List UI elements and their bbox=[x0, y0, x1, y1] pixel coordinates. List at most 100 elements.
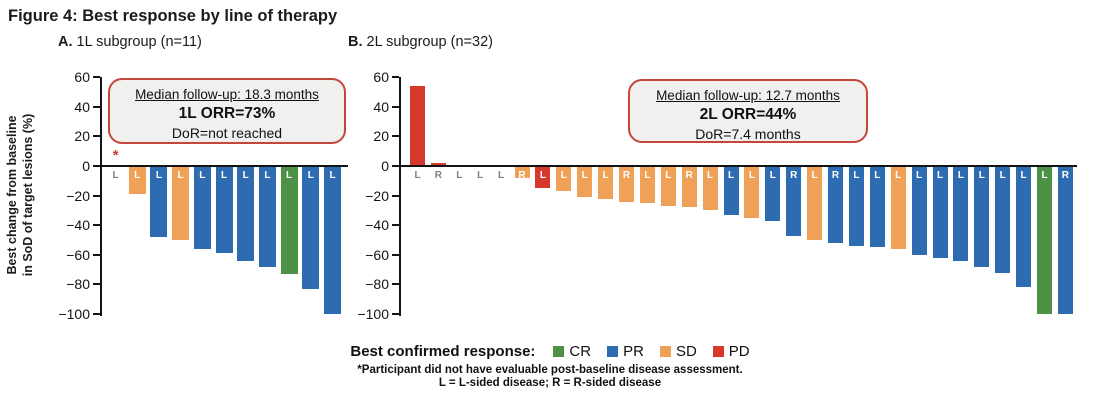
panel-subtitle: B. 2L subgroup (n=32) bbox=[348, 34, 493, 50]
y-tick-label: 20 bbox=[373, 128, 389, 145]
y-tick bbox=[392, 283, 399, 286]
legend-label: SD bbox=[675, 343, 697, 360]
legend-item-cr: CR bbox=[553, 343, 591, 360]
panel-subtitle-prefix: B. bbox=[348, 34, 363, 50]
bar-sd bbox=[807, 166, 823, 240]
y-tick-label: 60 bbox=[373, 69, 389, 86]
bar-sd bbox=[660, 166, 676, 206]
figure-title: Figure 4: Best response by line of thera… bbox=[8, 7, 338, 25]
footnote-side-key: L = L-sided disease; R = R-sided disease bbox=[438, 377, 662, 389]
bar-pr bbox=[848, 166, 864, 246]
bar-side-label: R bbox=[1061, 170, 1069, 181]
bar-side-label: L bbox=[286, 170, 293, 181]
bar-pr bbox=[765, 166, 781, 221]
legend-label: CR bbox=[569, 343, 592, 360]
annotation-median-followup: Median follow-up: 18.3 months bbox=[135, 87, 319, 102]
bar-side-label: L bbox=[329, 170, 336, 181]
bar-side-label: L bbox=[644, 170, 651, 181]
bar-pd bbox=[430, 163, 446, 166]
bar-side-label: L bbox=[414, 170, 421, 181]
y-tick-label: 0 bbox=[82, 158, 90, 174]
bar-cr bbox=[280, 166, 298, 275]
y-tick-label: −80 bbox=[66, 276, 90, 293]
bar-pr bbox=[215, 166, 233, 254]
bar-side-label: L bbox=[811, 170, 818, 181]
bar-side-label: L bbox=[199, 170, 206, 181]
legend-title: Best confirmed response: bbox=[350, 343, 536, 360]
bar-side-label: L bbox=[1041, 170, 1048, 181]
y-tick-label: 60 bbox=[74, 69, 90, 86]
bar-pr bbox=[869, 166, 885, 248]
y-tick bbox=[392, 253, 399, 256]
legend-label: PR bbox=[623, 343, 644, 360]
bar-pd bbox=[535, 166, 551, 189]
legend-item-pd: PD bbox=[712, 343, 750, 360]
bar-side-label: L bbox=[1020, 170, 1027, 181]
panel-subtitle-text: 2L subgroup (n=32) bbox=[366, 34, 493, 50]
bar-side-label: L bbox=[560, 170, 567, 181]
y-tick-label: −20 bbox=[365, 187, 389, 204]
y-tick bbox=[93, 135, 100, 138]
bar-sd bbox=[890, 166, 906, 249]
bar-pr bbox=[1016, 166, 1032, 288]
bar-side-label: L bbox=[307, 170, 314, 181]
annotation-box: Median follow-up: 18.3 months 1L ORR=73% D… bbox=[108, 78, 346, 144]
bar-side-label: L bbox=[602, 170, 609, 181]
bar-side-label: R bbox=[434, 170, 442, 181]
legend-label: PD bbox=[728, 343, 750, 360]
legend-item-sd: SD bbox=[659, 343, 697, 360]
annotation-dor: DoR=7.4 months bbox=[695, 126, 801, 142]
bar-side-label: L bbox=[134, 170, 141, 181]
bar-side-label: L bbox=[477, 170, 484, 181]
bar-sd bbox=[577, 166, 593, 198]
y-tick bbox=[93, 253, 100, 256]
bar-side-label: L bbox=[539, 170, 546, 181]
bar-pd bbox=[410, 86, 425, 166]
y-tick bbox=[93, 224, 100, 227]
annotation-dor: DoR=not reached bbox=[171, 125, 283, 141]
bar-sd bbox=[681, 166, 697, 208]
y-tick bbox=[392, 224, 399, 227]
bar-pr bbox=[786, 166, 802, 236]
bar-side-label: L bbox=[916, 170, 923, 181]
y-axis-line bbox=[100, 77, 102, 316]
bar-pr bbox=[995, 166, 1011, 273]
bar-sd bbox=[598, 166, 614, 199]
bar-side-label: L bbox=[707, 170, 714, 181]
bar-sd bbox=[702, 166, 718, 211]
bar-sd bbox=[639, 166, 655, 203]
bar-pr bbox=[258, 166, 276, 267]
y-tick-label: 40 bbox=[74, 98, 90, 115]
panel-subtitle-prefix: A. bbox=[58, 34, 73, 50]
bar-side-label: L bbox=[665, 170, 672, 181]
legend-item-pr: PR bbox=[607, 343, 644, 360]
bar-pr bbox=[324, 166, 341, 314]
y-tick-label: −80 bbox=[365, 276, 389, 293]
bar-pr bbox=[723, 166, 739, 215]
bar-sd bbox=[172, 166, 190, 240]
legend-swatch-pr bbox=[607, 346, 619, 357]
bar-side-label: L bbox=[999, 170, 1006, 181]
bar-pr bbox=[911, 166, 927, 255]
bar-side-label: R bbox=[831, 170, 840, 181]
bar-side-label: R bbox=[518, 170, 526, 181]
bar-pr bbox=[828, 166, 843, 243]
bar-side-label: R bbox=[790, 170, 798, 181]
bar-pr bbox=[932, 166, 948, 258]
bar-side-label: L bbox=[895, 170, 902, 181]
y-tick bbox=[93, 194, 100, 197]
bar-side-label: L bbox=[957, 170, 964, 181]
bar-side-label: L bbox=[155, 170, 162, 181]
zero-line bbox=[401, 165, 1077, 167]
bar-side-label: L bbox=[581, 170, 588, 181]
y-tick bbox=[93, 313, 100, 315]
bar-side-label: L bbox=[498, 170, 505, 181]
bar-sd bbox=[514, 166, 530, 178]
annotation-orr: 2L ORR=44% bbox=[699, 106, 797, 123]
bar-side-label: L bbox=[748, 170, 755, 181]
bar-pr bbox=[150, 166, 168, 238]
y-axis-line bbox=[399, 77, 401, 316]
y-tick bbox=[392, 105, 399, 108]
